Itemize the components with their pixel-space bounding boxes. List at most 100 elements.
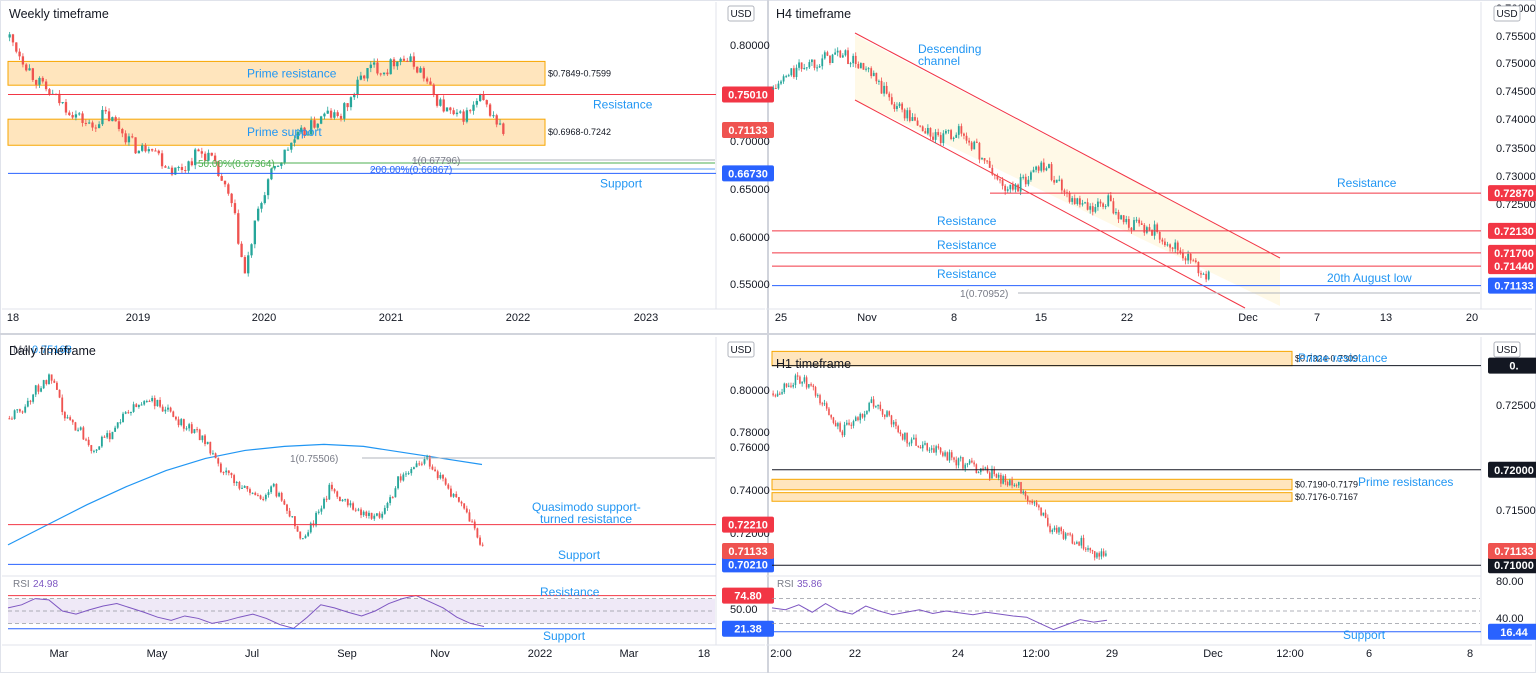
- price-tag-text: 16.44: [1500, 627, 1528, 639]
- candle-body: [1166, 244, 1169, 246]
- candle-body: [825, 403, 828, 409]
- level-price-tag: 0.71700: [1488, 244, 1536, 261]
- candle-body: [82, 427, 85, 440]
- candle-body: [830, 414, 832, 418]
- candle-body: [38, 77, 41, 85]
- candle-body: [204, 435, 206, 445]
- candle-body: [991, 167, 994, 175]
- candle-body: [419, 68, 422, 73]
- candle-body: [266, 179, 270, 196]
- candle-body: [66, 417, 69, 419]
- zone-label: Prime resistances: [1358, 475, 1453, 489]
- candle-body: [854, 417, 857, 422]
- candle-body: [908, 110, 911, 121]
- candle-body: [955, 459, 958, 466]
- candle-body: [951, 452, 953, 458]
- currency-label: USD: [1496, 9, 1517, 20]
- candle-body: [392, 59, 396, 67]
- time-tick-label: 22: [849, 648, 861, 660]
- current-price-tag: 0.71133: [1488, 543, 1536, 559]
- level-label: Support: [600, 176, 643, 190]
- candle-body: [939, 135, 942, 144]
- candle-body: [1130, 227, 1133, 231]
- rsi-value: 35.86: [797, 579, 822, 590]
- candle-body: [16, 409, 19, 411]
- candle-body: [18, 51, 21, 57]
- candle-body: [1071, 198, 1074, 202]
- candle-body: [167, 167, 170, 169]
- candle-body: [207, 152, 210, 161]
- time-tick-label: 2021: [379, 312, 403, 324]
- candle-body: [942, 452, 944, 456]
- chart-title: H1 timeframe: [776, 357, 851, 371]
- candle-body: [159, 399, 161, 407]
- candle-body: [1151, 230, 1153, 236]
- channel-upper-line: [854, 32, 1281, 259]
- candle-body: [975, 141, 978, 143]
- candle-body: [1055, 179, 1058, 183]
- candle-body: [108, 433, 111, 440]
- time-tick-label: 18: [7, 312, 19, 324]
- candle-body: [857, 63, 860, 69]
- candle-body: [254, 492, 257, 496]
- candle-body: [792, 68, 795, 78]
- candle-body: [878, 80, 880, 82]
- candle-body: [1078, 198, 1081, 205]
- rsi-level-tag: 21.38: [722, 620, 774, 637]
- fib-annotation: 50.00%(0.67364): [198, 159, 275, 170]
- level-price-tag: 0.66730: [722, 165, 774, 182]
- candle-body: [1078, 542, 1080, 546]
- candle-body: [429, 81, 432, 85]
- candle-body: [68, 112, 71, 116]
- candle-body: [18, 409, 21, 412]
- price-tick-label: 0.55000: [730, 279, 770, 291]
- candle-body: [333, 489, 336, 492]
- candle-body: [386, 502, 389, 508]
- price-tick-label: 0.75500: [1496, 31, 1536, 43]
- candle-body: [973, 141, 976, 150]
- candle-body: [101, 109, 104, 125]
- candle-body: [114, 117, 117, 122]
- rsi-level-tag: 16.44: [1488, 623, 1536, 640]
- candle-body: [859, 63, 862, 69]
- channel-label: Descending: [918, 42, 981, 56]
- level-label: Resistance: [937, 214, 997, 228]
- candle-body: [194, 149, 197, 166]
- candle-body: [1015, 484, 1018, 486]
- candle-body: [169, 407, 172, 412]
- candle-body: [1050, 164, 1053, 181]
- time-tick-label: 2019: [126, 312, 150, 324]
- candle-body: [197, 149, 200, 152]
- candle-body: [1098, 553, 1100, 557]
- rsi-line: [7, 594, 485, 629]
- candle-body: [432, 84, 435, 95]
- candle-body: [1042, 162, 1045, 171]
- candle-body: [837, 423, 839, 427]
- candle-body: [449, 107, 452, 111]
- candle-body: [55, 382, 58, 390]
- price-tick-label: 0.78000: [730, 427, 770, 439]
- time-tick-label: 29: [1106, 648, 1118, 660]
- candle-body: [1117, 212, 1120, 220]
- panel-h4: 0.760000.755000.750000.745000.740000.735…: [766, 2, 1536, 324]
- candle-body: [293, 516, 296, 527]
- candle-body: [1171, 247, 1174, 249]
- candle-body: [1019, 177, 1022, 192]
- level-label: Resistance: [937, 238, 997, 252]
- candle-body: [1033, 502, 1036, 504]
- candle-body: [260, 203, 263, 209]
- candle-body: [1022, 491, 1025, 494]
- candle-body: [772, 393, 774, 396]
- candle-body: [904, 432, 906, 440]
- candle-body: [965, 135, 968, 141]
- price-tag-text: 0.70210: [728, 559, 768, 571]
- candle-body: [356, 79, 359, 95]
- candle-body: [366, 68, 369, 79]
- candle-body: [911, 117, 914, 121]
- candle-body: [399, 58, 402, 62]
- candle-body: [1031, 501, 1033, 504]
- level-price-tag: 0.70210: [722, 556, 774, 573]
- candle-body: [929, 127, 932, 137]
- candle-body: [69, 417, 72, 420]
- candle-body: [259, 495, 262, 499]
